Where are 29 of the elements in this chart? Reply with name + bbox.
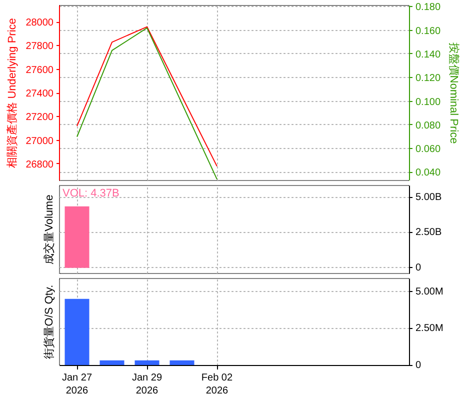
y2-tick-label: 0.080	[416, 120, 441, 132]
y-tick-label: 27400	[26, 88, 54, 100]
y2-tick-label: 2.50B	[416, 227, 442, 238]
y-tick-label: 27800	[26, 41, 54, 52]
y-tick-label: 27000	[26, 136, 54, 147]
y2-tick-label: 0.160	[416, 26, 441, 37]
x-tick-label: Jan 29 2026	[132, 372, 162, 397]
y2-tick-label: 0	[416, 262, 422, 274]
x-tick-label: Feb 02 2026	[201, 372, 234, 397]
y2-tick-label: 0.180	[416, 2, 441, 14]
y2-tick-label: 2.50M	[416, 323, 444, 334]
y-axis-title: 相關資產價格 Underlying Price	[6, 18, 19, 168]
y-tick-label: 28000	[26, 18, 54, 29]
annotation: VOL: 4.37B	[62, 188, 120, 200]
y2-tick-label: 0.140	[416, 49, 441, 60]
x-tick-label: Jan 27 2026	[62, 372, 92, 397]
y-tick-label: 26800	[26, 159, 54, 170]
y2-tick-label: 0.100	[416, 96, 441, 108]
y-axis-title: 街貨量O/S Qty.	[42, 284, 56, 360]
y-axis-title: 成交量Volume	[42, 194, 56, 264]
y2-axis-title: 按盤價Nominal Price	[448, 42, 461, 144]
y2-tick-label: 5.00M	[416, 286, 444, 298]
y2-tick-label: 0.120	[416, 73, 441, 84]
y-tick-label: 27600	[26, 64, 54, 76]
y2-tick-label: 0.040	[416, 168, 441, 179]
y2-tick-label: 0	[416, 360, 422, 371]
y-tick-label: 27200	[26, 112, 54, 124]
y2-tick-label: 5.00B	[416, 192, 442, 203]
y2-tick-label: 0.060	[416, 144, 441, 156]
